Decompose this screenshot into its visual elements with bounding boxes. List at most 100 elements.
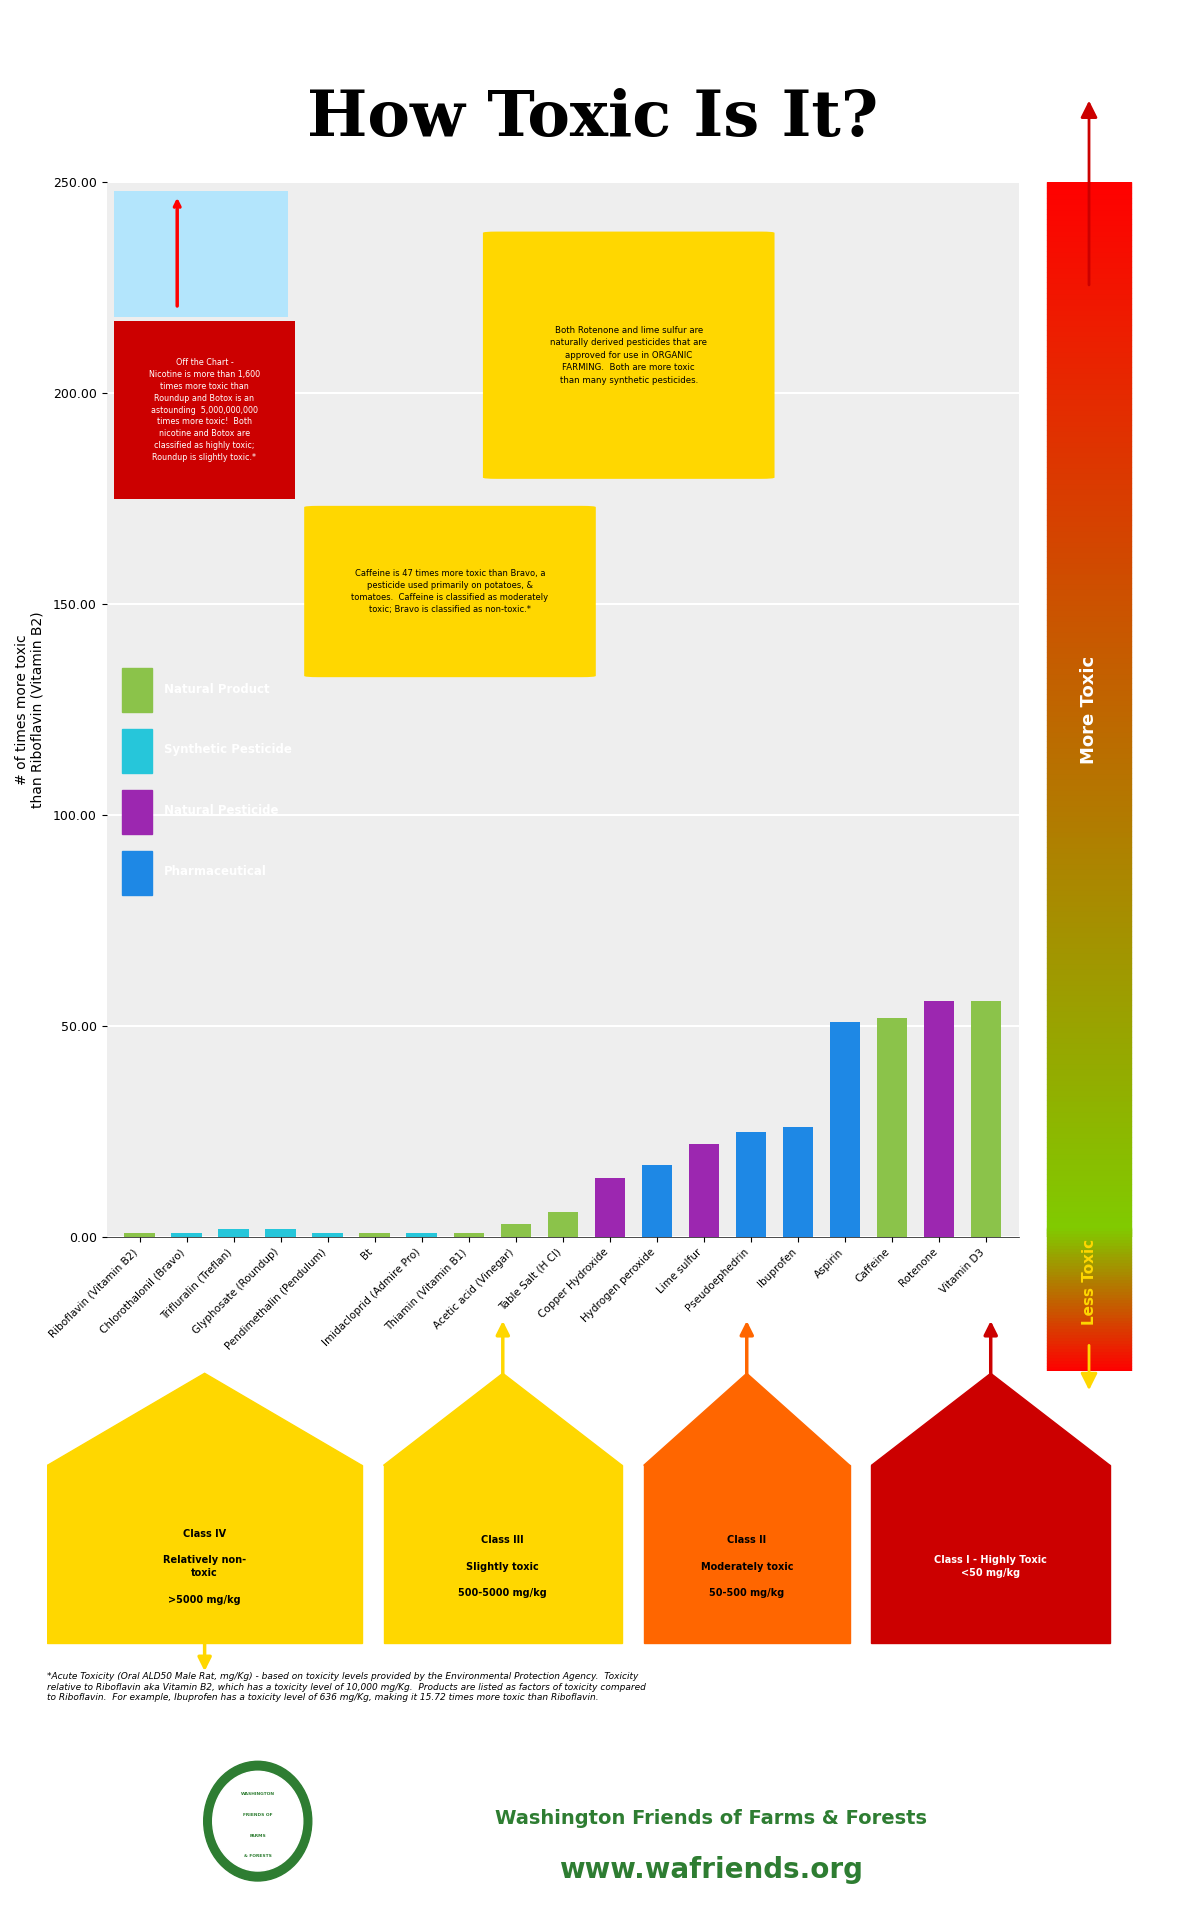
Bar — [1048, 821, 1130, 825]
Bar — [1048, 529, 1130, 535]
Bar — [1048, 915, 1130, 921]
Bar — [1048, 752, 1130, 758]
Bar — [454, 1233, 485, 1237]
FancyBboxPatch shape — [305, 506, 596, 677]
Bar — [871, 1465, 1110, 1644]
Bar — [1048, 535, 1130, 541]
Bar — [1048, 1017, 1130, 1020]
Bar — [1048, 466, 1130, 472]
Bar — [1048, 324, 1130, 330]
Bar — [1048, 1011, 1130, 1017]
Bar — [1048, 1256, 1130, 1260]
Bar — [1048, 309, 1130, 315]
Text: & FORESTS: & FORESTS — [244, 1855, 271, 1859]
Bar — [1048, 1272, 1130, 1274]
Bar — [1048, 852, 1130, 857]
Bar — [1048, 1231, 1130, 1237]
Polygon shape — [47, 1373, 361, 1465]
Bar — [1048, 1335, 1130, 1337]
Bar — [643, 1465, 850, 1644]
Bar — [1048, 514, 1130, 520]
Bar — [1048, 1251, 1130, 1254]
Text: How Toxic Is It?: How Toxic Is It? — [307, 88, 878, 150]
Text: Less Toxic: Less Toxic — [1082, 1239, 1096, 1325]
Bar — [1048, 345, 1130, 351]
Bar — [218, 1229, 249, 1237]
Bar — [1048, 1137, 1130, 1141]
Bar — [1048, 1327, 1130, 1331]
Bar — [1048, 336, 1130, 341]
Bar — [1048, 341, 1130, 345]
Bar — [1048, 969, 1130, 974]
Text: More Toxic: More Toxic — [1080, 656, 1098, 763]
Bar — [1048, 1026, 1130, 1032]
Bar — [1048, 361, 1130, 366]
Text: FRIENDS OF: FRIENDS OF — [243, 1813, 273, 1816]
Bar — [1048, 499, 1130, 504]
Bar — [1048, 963, 1130, 969]
Bar — [1048, 1277, 1130, 1279]
Bar — [1048, 1331, 1130, 1335]
Bar — [1048, 288, 1130, 293]
Bar — [1048, 1141, 1130, 1147]
Bar — [1048, 783, 1130, 788]
Bar — [1048, 1180, 1130, 1183]
Bar — [1048, 704, 1130, 710]
Bar — [1048, 978, 1130, 984]
Bar — [1048, 637, 1130, 641]
Bar — [1048, 556, 1130, 562]
Bar — [1048, 604, 1130, 610]
Bar — [1048, 842, 1130, 848]
Bar — [1048, 276, 1130, 282]
Bar — [1048, 900, 1130, 905]
Bar — [1048, 1041, 1130, 1047]
Bar — [1048, 1059, 1130, 1063]
Bar — [1048, 504, 1130, 508]
Text: Caffeine is 47 times more toxic than Bravo, a
pesticide used primarily on potato: Caffeine is 47 times more toxic than Bra… — [352, 570, 549, 614]
Bar — [1048, 884, 1130, 888]
Bar — [1048, 1243, 1130, 1245]
Bar — [1048, 293, 1130, 297]
Bar — [1048, 378, 1130, 382]
Bar — [1048, 1245, 1130, 1247]
Bar — [1048, 1247, 1130, 1251]
Bar — [1048, 1266, 1130, 1268]
Bar — [1048, 282, 1130, 288]
Bar — [384, 1465, 622, 1644]
Bar — [1048, 213, 1130, 219]
Bar — [1048, 1228, 1130, 1231]
Bar — [47, 1465, 361, 1644]
Bar — [1048, 1053, 1130, 1059]
Bar — [1048, 1308, 1130, 1312]
Bar — [1048, 577, 1130, 583]
Bar — [595, 1178, 626, 1237]
Bar — [1048, 1237, 1130, 1239]
Bar — [1048, 767, 1130, 773]
Bar — [1048, 936, 1130, 942]
Bar — [1048, 1084, 1130, 1089]
Bar — [1048, 662, 1130, 667]
Bar — [1048, 942, 1130, 947]
Bar — [1048, 878, 1130, 884]
Bar — [1048, 947, 1130, 953]
Bar — [641, 1166, 672, 1237]
Bar — [1048, 1068, 1130, 1074]
Bar — [1048, 1168, 1130, 1174]
Bar — [1048, 1078, 1130, 1084]
Bar — [1048, 932, 1130, 936]
Bar — [1048, 1293, 1130, 1297]
Bar — [265, 1229, 296, 1237]
Bar — [1048, 698, 1130, 704]
Bar — [1048, 462, 1130, 466]
Bar — [1048, 1297, 1130, 1300]
Bar — [1048, 330, 1130, 336]
Bar — [1048, 737, 1130, 740]
Circle shape — [204, 1761, 312, 1882]
Bar — [1048, 414, 1130, 420]
Bar — [1048, 1147, 1130, 1153]
Bar — [1048, 1132, 1130, 1137]
Bar — [1048, 547, 1130, 552]
Bar — [1048, 794, 1130, 800]
Bar — [1048, 689, 1130, 694]
Bar — [406, 1233, 437, 1237]
